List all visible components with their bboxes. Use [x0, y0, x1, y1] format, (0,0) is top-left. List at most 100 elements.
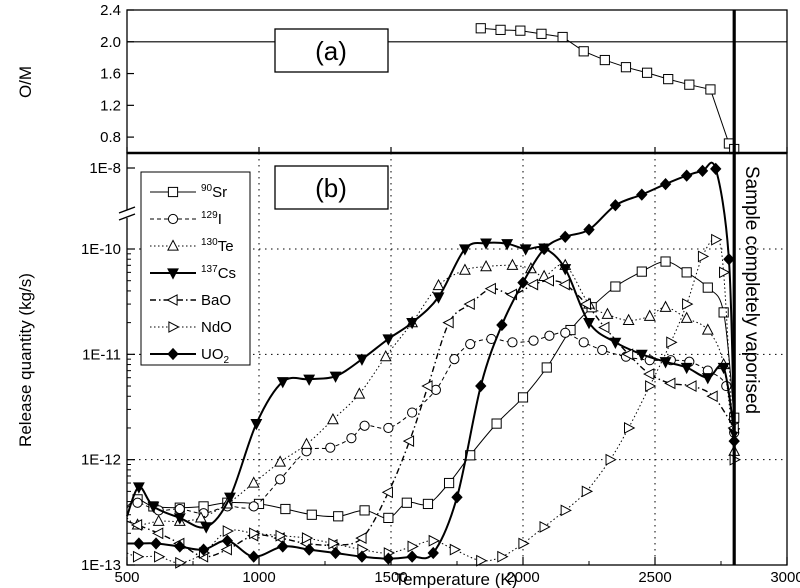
legend-label-sr: 90Sr — [201, 183, 227, 201]
data-point-ndo — [132, 550, 145, 563]
data-point-i — [430, 384, 441, 395]
data-point-sr — [681, 267, 692, 278]
data-point-uo2 — [197, 543, 210, 556]
o-m-tick-label: 2.4 — [100, 2, 121, 19]
panel-a-y-axis-title: O/M — [16, 66, 35, 98]
data-point-sr — [636, 266, 647, 277]
y-tick-label: 1E-10 — [81, 241, 121, 258]
data-point-bao — [706, 390, 718, 403]
data-point-ndo — [449, 543, 462, 556]
data-point-te — [622, 313, 635, 325]
data-point-bao — [355, 532, 367, 545]
data-point-ndo — [275, 529, 287, 542]
o-m-tick-label: 1.6 — [100, 66, 121, 83]
data-point-cs — [680, 362, 693, 375]
o-m-line — [480, 27, 735, 150]
data-point-te — [353, 387, 366, 399]
data-point-sr — [333, 511, 344, 522]
data-point-sr — [541, 362, 552, 373]
data-point-te — [432, 278, 445, 291]
data-point-i — [346, 433, 357, 444]
data-point-sr — [702, 282, 713, 293]
vaporised-annotation: Sample completely vaporised — [741, 166, 762, 414]
data-point-te — [326, 412, 339, 425]
data-point-te — [274, 455, 287, 467]
y-tick-label: 1E-11 — [82, 346, 121, 363]
data-point-te — [194, 511, 207, 523]
data-point-te — [643, 309, 656, 321]
data-point-te — [601, 307, 614, 319]
data-point-ndo — [682, 298, 694, 311]
data-point-ndo — [497, 550, 509, 563]
data-point-ndo — [301, 532, 314, 545]
data-point-cs — [132, 482, 145, 494]
data-point-cs — [224, 492, 236, 504]
o-m-point — [536, 28, 547, 39]
data-point-cs — [583, 318, 595, 330]
data-point-cs — [406, 318, 419, 330]
data-point-sr — [718, 307, 729, 318]
data-point-te — [458, 263, 471, 275]
y-axis-break — [118, 206, 136, 221]
data-point-bao — [220, 543, 232, 556]
data-point-cs — [356, 354, 368, 366]
data-point-cs — [329, 371, 342, 383]
axis-break-stroke — [118, 206, 136, 214]
legend: 90Sr 129I 130Te 137Cs BaO NdO UO2 — [140, 171, 251, 366]
data-point-i — [275, 474, 286, 485]
data-point-ndo — [560, 504, 572, 517]
data-point-ndo — [711, 233, 723, 246]
legend-marker-cs — [167, 268, 179, 280]
data-point-cs — [519, 244, 532, 256]
o-m-tick-label: 1.2 — [100, 97, 121, 114]
data-point-ndo — [518, 537, 530, 550]
data-point-ndo — [719, 266, 731, 279]
legend-label-te: 130Te — [201, 237, 234, 255]
data-point-i — [597, 344, 608, 356]
data-point-bao — [130, 519, 143, 531]
data-point-ndo — [249, 527, 261, 540]
o-m-tick-label: 0.8 — [100, 129, 121, 146]
data-point-ndo — [645, 380, 657, 392]
data-point-ndo — [605, 453, 617, 466]
axis-ticks: 500 1000 1500 2000 2500 3000 1E-8 1E-10 1E-11 1E-… — [81, 2, 800, 586]
data-point-uo2 — [150, 537, 162, 550]
data-point-uo2 — [517, 276, 529, 289]
axis-break-stroke — [118, 213, 136, 221]
x-tick-label: 3000 — [770, 569, 800, 586]
data-point-te — [506, 258, 519, 270]
data-point-sr — [422, 498, 434, 510]
data-point-sr — [359, 505, 370, 516]
data-point-i — [248, 501, 259, 512]
data-point-bao — [643, 368, 655, 380]
x-tick-label: 1000 — [242, 569, 275, 586]
data-point-ndo — [175, 556, 187, 569]
data-point-uo2 — [723, 253, 735, 266]
data-point-cs — [250, 418, 263, 431]
o-m-point — [705, 84, 716, 95]
y-tick-label: 1E-8 — [89, 160, 121, 177]
data-point-cs — [432, 292, 445, 304]
data-point-bao — [598, 321, 610, 334]
panel-b-y-axis-title: Release quantity (kg/s) — [16, 273, 35, 447]
data-point-sr — [660, 256, 671, 267]
data-point-bao — [421, 380, 433, 392]
data-point-i — [560, 327, 571, 338]
legend-marker-sr — [167, 186, 179, 198]
x-tick-label: 2000 — [506, 569, 539, 586]
legend-label-i: 129I — [201, 210, 222, 228]
data-point-cs — [609, 337, 622, 350]
data-point-te — [379, 350, 392, 362]
data-point-bao — [463, 298, 475, 311]
data-point-i — [528, 335, 539, 346]
data-point-i — [132, 497, 143, 508]
data-point-cs — [458, 244, 471, 256]
data-point-cs — [147, 501, 160, 514]
data-point-uo2 — [538, 242, 550, 256]
data-point-cs — [480, 238, 492, 250]
o-m-point — [515, 25, 526, 36]
o-m-point — [599, 54, 610, 66]
data-point-cs — [717, 362, 730, 375]
data-point-te — [480, 259, 492, 272]
data-point-ndo — [476, 554, 488, 567]
